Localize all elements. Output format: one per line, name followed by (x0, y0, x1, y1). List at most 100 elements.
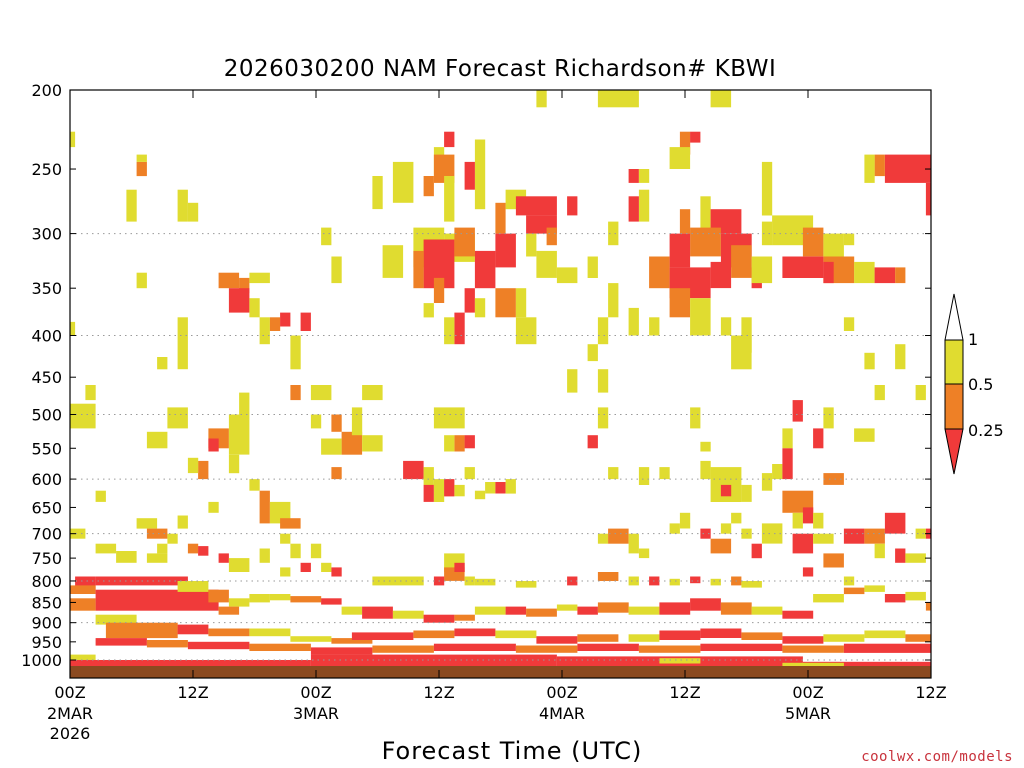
heatmap-cell (433, 407, 465, 429)
heatmap-cell (495, 202, 506, 234)
heatmap-cell (218, 553, 229, 563)
heatmap-cell (341, 606, 363, 615)
heatmap-cell (577, 643, 639, 651)
heatmap-cell (280, 312, 291, 327)
plot-frame (69, 89, 932, 679)
heatmap-cell (823, 261, 834, 284)
heatmap-cell (761, 161, 773, 216)
heatmap-cell (157, 543, 168, 554)
heatmap-cell (116, 551, 137, 563)
heatmap-cell (567, 369, 578, 393)
legend-label: 0.25 (968, 421, 1004, 440)
chart-title: 2026030200 NAM Forecast Richardson# KBWI (224, 56, 777, 82)
heatmap-cell (823, 553, 844, 568)
heatmap-cell (608, 528, 629, 544)
heatmap-cell (208, 501, 219, 513)
heatmap-cell (515, 196, 557, 216)
heatmap-cell (710, 578, 721, 586)
heatmap-cell (843, 233, 855, 246)
heatmap-cell (454, 614, 475, 621)
heatmap-cell (679, 209, 691, 234)
heatmap-cell (454, 628, 496, 637)
heatmap-cell (864, 154, 875, 183)
heatmap-cell (854, 261, 875, 284)
heatmap-cell (454, 562, 465, 572)
heatmap-cell (751, 543, 762, 559)
heatmap-cell (608, 221, 619, 246)
heatmap-cell (70, 654, 96, 660)
heatmap-cell (136, 272, 147, 289)
heatmap-cell (423, 614, 455, 623)
y-tick-label: 450 (31, 368, 62, 387)
heatmap-cell (597, 90, 639, 108)
heatmap-cell (802, 567, 814, 577)
heatmap-cell (843, 587, 865, 595)
heatmap-cell (167, 407, 188, 429)
heatmap-cell (700, 528, 711, 539)
heatmap-cell (649, 317, 660, 336)
heatmap-cell (280, 518, 301, 529)
heatmap-cell (649, 256, 670, 289)
heatmap-cell (628, 606, 660, 615)
heatmap-cell (70, 131, 76, 148)
heatmap-cell (485, 482, 496, 494)
heatmap-cell (372, 576, 424, 586)
heatmap-cell (208, 589, 229, 603)
heatmap-cell (146, 553, 168, 563)
heatmap-cell (690, 298, 711, 336)
heatmap-cell (433, 277, 445, 303)
heatmap-cell (177, 317, 188, 370)
heatmap-cell (321, 598, 342, 605)
heatmap-cell (587, 344, 598, 362)
heatmap-cell (187, 202, 199, 222)
heatmap-cell (884, 154, 931, 183)
heatmap-cell (464, 467, 475, 480)
heatmap-cell (300, 562, 311, 572)
ground-layer (70, 666, 931, 678)
heatmap-cell (341, 431, 363, 455)
heatmap-cell (208, 438, 219, 452)
legend-swatch (944, 339, 964, 385)
heatmap-cell (679, 512, 691, 529)
heatmap-cell (474, 606, 506, 615)
heatmap-cell (239, 277, 250, 294)
heatmap-cell (290, 335, 301, 370)
heatmap-cell (403, 460, 424, 480)
heatmap-cell (925, 182, 931, 216)
heatmap-cell (331, 467, 342, 480)
y-tick-label: 700 (31, 525, 62, 544)
pressure-gridlines (70, 233, 931, 661)
heatmap-cell (464, 576, 475, 586)
heatmap-cell (310, 647, 373, 655)
heatmap-cell (198, 546, 209, 556)
heatmap-cell (95, 638, 147, 646)
heatmap-cell (321, 438, 342, 455)
heatmap-cell (505, 606, 527, 615)
heatmap-cell (474, 490, 486, 500)
heatmap-cell (659, 658, 701, 664)
heatmap-cell (249, 298, 260, 318)
heatmap-cell (874, 543, 885, 559)
heatmap-cell (95, 543, 117, 554)
heatmap-cell (146, 640, 188, 648)
heatmap-cell (597, 369, 609, 393)
heatmap-cell (925, 602, 931, 611)
x-tick-label: 12Z (177, 683, 208, 702)
legend-arrow-bottom (944, 428, 964, 475)
heatmap-cell (813, 594, 844, 603)
heatmap-cell (382, 245, 404, 278)
heatmap-cell (208, 628, 250, 637)
heatmap-cell (495, 630, 537, 639)
y-tick-label: 750 (31, 549, 62, 568)
y-tick-label: 400 (31, 326, 62, 345)
heatmap-cell (782, 256, 824, 278)
heatmap-cell (495, 233, 516, 268)
x-tick-label: 12Z (423, 683, 454, 702)
heatmap-cell (105, 622, 178, 639)
heatmap-cell (249, 272, 270, 284)
legend: 1 0.5 0.25 (944, 293, 1004, 475)
heatmap-cell (813, 428, 824, 449)
x-tick-label: 00Z (792, 683, 823, 702)
heatmap-cell (864, 630, 906, 639)
heatmap-cell (802, 227, 824, 257)
